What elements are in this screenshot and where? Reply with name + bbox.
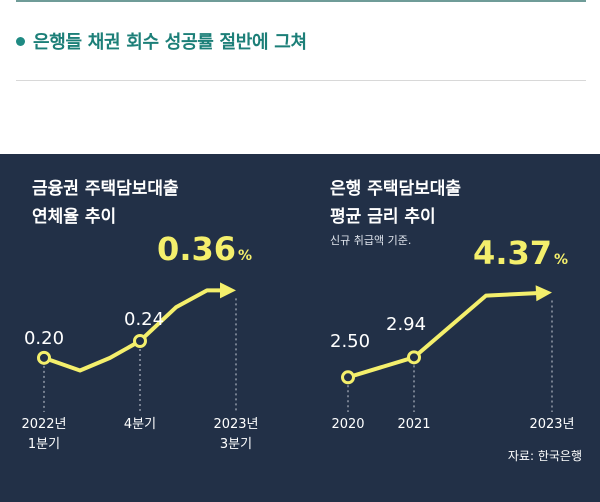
x-tick-label: 3분기 (220, 437, 252, 452)
arrow-head (535, 285, 552, 302)
value-unit: % (238, 248, 252, 264)
value-label: 4.37 (473, 234, 552, 272)
value-label: 2.50 (330, 331, 370, 352)
value-label: 0.24 (124, 309, 164, 330)
value-label: 0.20 (24, 328, 64, 349)
chart-title-line: 금융권 주택담보대출 (32, 179, 179, 199)
data-point (407, 350, 421, 365)
data-point (133, 334, 147, 348)
x-tick-label: 4분기 (124, 417, 156, 432)
chart-title-line: 연체율 추이 (32, 207, 116, 227)
headline-bullet (16, 36, 25, 46)
chart-title-line: 평균 금리 추이 (330, 207, 436, 227)
x-tick-label: 2020 (331, 417, 364, 432)
value-label: 0.36 (157, 230, 236, 268)
x-tick-label: 1분기 (28, 437, 60, 452)
chart-title-line: 은행 주택담보대출 (330, 179, 461, 199)
data-point (341, 370, 355, 385)
source-note: 자료: 한국은행 (508, 448, 582, 463)
x-tick-label: 2022년 (21, 417, 66, 432)
headline-text: 은행들 채권 회수 성공률 절반에 그쳐 (33, 32, 307, 53)
x-tick-label: 2023년 (529, 417, 574, 432)
chart-subtitle: 신규 취급액 기준. (330, 234, 411, 247)
headline: 은행들 채권 회수 성공률 절반에 그쳐 (16, 26, 307, 56)
x-tick-label: 2021 (397, 417, 430, 432)
arrow-head (220, 282, 236, 299)
series-line (346, 290, 545, 380)
value-unit: % (554, 252, 568, 268)
data-point (37, 350, 51, 365)
series-line (42, 288, 228, 373)
value-label: 2.94 (386, 314, 426, 335)
divider (16, 80, 586, 81)
top-rule (16, 0, 586, 2)
x-tick-label: 2023년 (213, 417, 258, 432)
